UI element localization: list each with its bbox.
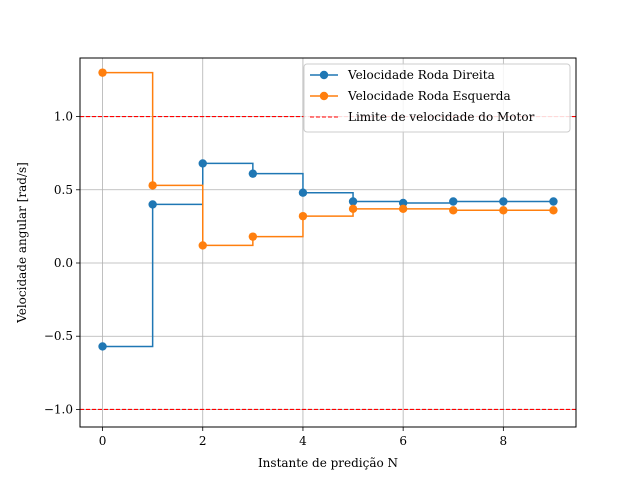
- plot-frame: [79, 57, 577, 428]
- data-point: [348, 197, 358, 206]
- legend-swatch-marker: [319, 70, 329, 80]
- legend-item-3: Limite de velocidade do Motor: [310, 110, 535, 124]
- data-point: [398, 204, 408, 214]
- series-layer: [98, 68, 558, 351]
- legend: Velocidade Roda Direita Velocidade Roda E…: [303, 63, 571, 133]
- y-tick-label: 0.0: [54, 256, 73, 270]
- data-point: [449, 206, 458, 215]
- legend-swatch-marker: [319, 91, 329, 101]
- series-2: [98, 68, 558, 250]
- legend-label: Limite de velocidade do Motor: [348, 110, 535, 124]
- y-axis-ticks: −1.0 −0.5 0.0 0.5 1.0: [44, 110, 80, 416]
- data-point: [298, 188, 308, 197]
- legend-box: [303, 63, 571, 133]
- data-point: [298, 211, 308, 221]
- data-point: [398, 198, 408, 208]
- data-point: [549, 206, 558, 215]
- data-point: [148, 200, 157, 209]
- legend-label: Velocidade Roda Direita: [347, 68, 495, 82]
- y-tick-label: 0.5: [54, 183, 73, 197]
- legend-label: Velocidade Roda Esquerda: [347, 89, 511, 103]
- data-point: [148, 181, 157, 190]
- data-point: [549, 197, 558, 206]
- data-point: [98, 342, 107, 351]
- legend-item-2: Velocidade Roda Esquerda: [310, 89, 511, 103]
- data-point: [198, 159, 207, 168]
- x-tick-label: 6: [399, 434, 407, 448]
- x-tick-label: 4: [299, 434, 307, 448]
- x-axis-ticks: 0 2 4 6 8: [99, 427, 507, 448]
- data-point: [449, 197, 458, 206]
- x-tick-label: 0: [99, 434, 107, 448]
- data-point: [198, 241, 207, 250]
- series-step-line: [102, 162, 554, 348]
- x-tick-label: 2: [199, 434, 207, 448]
- legend-item-1: Velocidade Roda Direita: [310, 68, 495, 82]
- y-axis-label: Velocidade angular [rad/s]: [15, 162, 29, 324]
- data-point: [248, 169, 258, 178]
- y-tick-label: −1.0: [44, 402, 73, 416]
- data-point: [348, 204, 358, 214]
- data-point: [499, 197, 508, 206]
- y-tick-label: 1.0: [54, 110, 73, 124]
- data-point: [248, 232, 258, 241]
- x-tick-label: 8: [500, 434, 508, 448]
- data-point: [98, 68, 107, 77]
- x-axis-label: Instante de predição N: [258, 456, 398, 470]
- y-tick-label: −0.5: [44, 329, 73, 343]
- data-point: [499, 206, 508, 215]
- series-1: [98, 159, 558, 351]
